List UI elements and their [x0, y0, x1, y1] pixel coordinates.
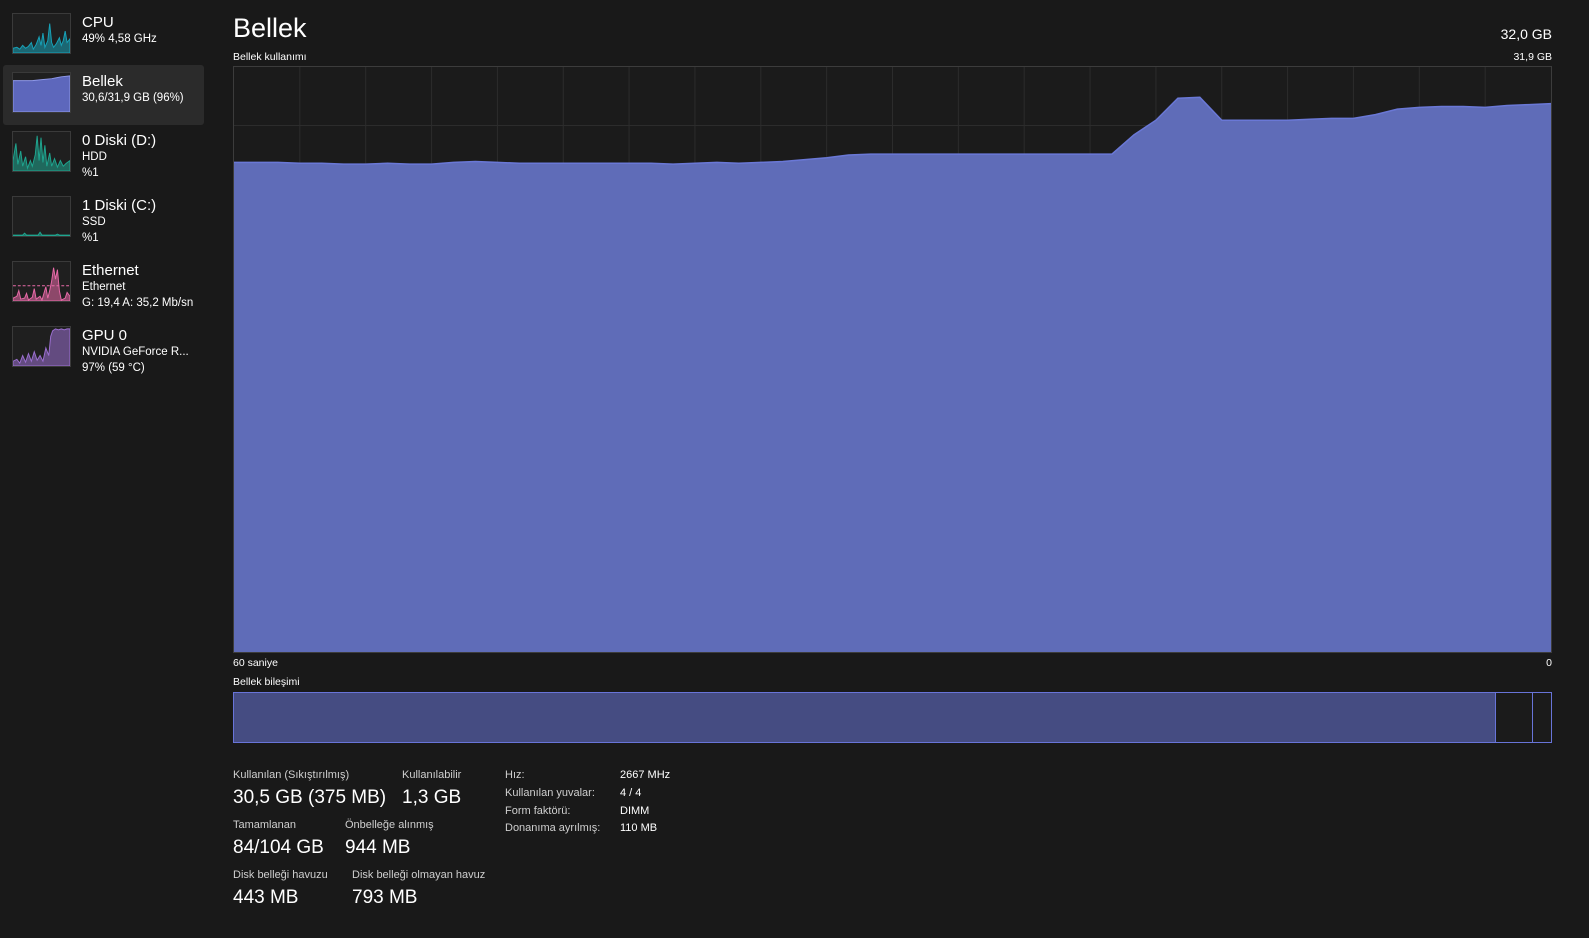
sidebar-item-detail-2: 97% (59 °C)	[82, 362, 145, 374]
ethernet-thumbnail-graph	[12, 261, 71, 302]
cpu-thumbnail-area	[13, 23, 70, 53]
sidebar-item-detail: HDD	[82, 151, 107, 163]
cpu-thumbnail-graph	[12, 13, 71, 54]
composition-label: Bellek bileşimi	[233, 676, 300, 688]
ethernet-thumbnail-area	[13, 267, 70, 301]
sidebar-item-detail-2: G: 19,4 A: 35,2 Mb/sn	[82, 297, 194, 309]
nonpaged-pool-label: Disk belleği olmayan havuz	[352, 869, 486, 881]
form-factor-label: Form faktörü:	[505, 805, 571, 817]
memory-composition-bar	[233, 692, 1552, 743]
x-axis-start-label: 60 saniye	[233, 657, 278, 669]
in-use-value: 30,5 GB (375 MB)	[233, 787, 387, 808]
chart-title: Bellek kullanımı	[233, 51, 307, 63]
sidebar-item-gpu[interactable]: GPU 0 NVIDIA GeForce R... 97% (59 °C)	[3, 319, 204, 379]
sidebar-item-detail: SSD	[82, 216, 106, 228]
committed-label: Tamamlanan	[233, 819, 296, 831]
slots-value: 4 / 4	[620, 787, 642, 799]
usage-line	[234, 96, 1551, 165]
sidebar-item-title: CPU	[82, 14, 114, 31]
composition-in-use	[234, 693, 1496, 742]
sidebar-item-ethernet[interactable]: Ethernet Ethernet G: 19,4 A: 35,2 Mb/sn	[3, 254, 204, 314]
total-memory: 32,0 GB	[1500, 26, 1552, 42]
sidebar-item-disk-c[interactable]: 1 Diski (C:) SSD %1	[3, 189, 204, 249]
sidebar-item-title: GPU 0	[82, 327, 128, 344]
paged-pool-label: Disk belleği havuzu	[233, 869, 328, 881]
sidebar-item-title: Ethernet	[82, 262, 139, 279]
sidebar-item-title: Bellek	[82, 73, 123, 90]
available-value: 1,3 GB	[402, 787, 462, 808]
speed-value: 2667 MHz	[620, 769, 671, 781]
performance-sidebar: CPU 49% 4,58 GHz Bellek 30,6/31,9 GB (96…	[0, 0, 212, 938]
page-title: Bellek	[233, 13, 307, 43]
memory-usage-svg	[234, 67, 1551, 652]
memory-usage-chart	[233, 66, 1552, 653]
in-use-label: Kullanılan (Sıkıştırılmış)	[233, 769, 350, 781]
disk-d-thumbnail-graph	[12, 131, 71, 172]
hardware-reserved-value: 110 MB	[620, 822, 658, 834]
sidebar-item-detail: 49% 4,58 GHz	[82, 33, 157, 45]
sidebar-item-detail: NVIDIA GeForce R...	[82, 346, 189, 358]
nonpaged-pool-value: 793 MB	[352, 887, 418, 908]
x-axis-end-label: 0	[1546, 657, 1552, 669]
committed-value: 84/104 GB	[233, 837, 324, 858]
cached-label: Önbelleğe alınmış	[345, 819, 434, 831]
gpu-thumbnail-graph	[12, 326, 71, 367]
usage-area	[234, 97, 1551, 652]
cached-value: 944 MB	[345, 837, 411, 858]
sidebar-item-disk-d[interactable]: 0 Diski (D:) HDD %1	[3, 124, 204, 184]
paged-pool-value: 443 MB	[233, 887, 299, 908]
chart-max-label: 31,9 GB	[1513, 51, 1552, 63]
form-factor-value: DIMM	[620, 805, 650, 817]
disk-d-thumbnail-area	[13, 135, 70, 171]
sidebar-item-detail-2: %1	[82, 232, 99, 244]
disk-c-thumbnail-graph	[12, 196, 71, 237]
sidebar-item-detail: 30,6/31,9 GB (96%)	[82, 92, 184, 104]
speed-label: Hız:	[505, 769, 525, 781]
sidebar-item-detail: Ethernet	[82, 281, 126, 293]
sidebar-item-cpu[interactable]: CPU 49% 4,58 GHz	[3, 6, 204, 66]
hardware-reserved-label: Donanıma ayrılmış:	[505, 822, 601, 834]
sidebar-item-title: 1 Diski (C:)	[82, 197, 157, 214]
available-label: Kullanılabilir	[402, 769, 462, 781]
composition-modified	[1496, 693, 1533, 742]
sidebar-item-title: 0 Diski (D:)	[82, 132, 157, 149]
slots-label: Kullanılan yuvalar:	[505, 787, 595, 799]
disk-c-thumbnail-area	[13, 231, 70, 236]
sidebar-item-detail-2: %1	[82, 167, 99, 179]
gpu-thumbnail-area	[13, 328, 70, 366]
memory-thumbnail-graph	[12, 72, 71, 113]
sidebar-item-memory[interactable]: Bellek 30,6/31,9 GB (96%)	[3, 65, 204, 125]
memory-thumbnail-area	[13, 75, 70, 112]
